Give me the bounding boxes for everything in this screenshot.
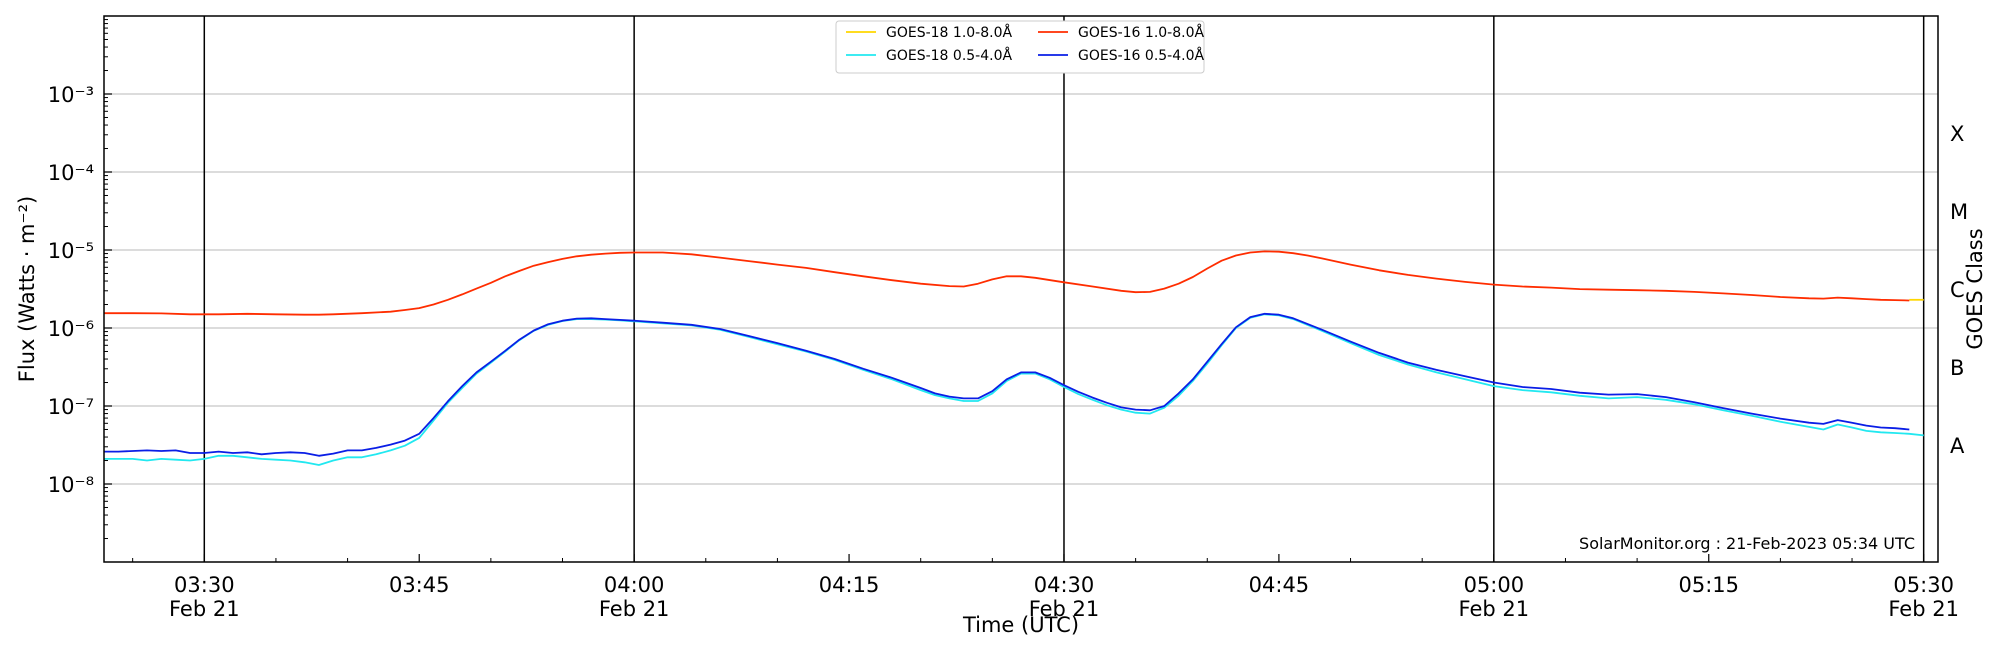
legend-label: GOES-18 0.5-4.0Å: [886, 47, 1012, 64]
y-tick-label: 10⁻⁶: [48, 317, 94, 341]
x-tick-sublabel: Feb 21: [599, 597, 670, 621]
x-tick-sublabel: Feb 21: [1459, 597, 1530, 621]
goes-class-label: M: [1950, 200, 1968, 224]
x-tick-label: 04:30: [1034, 573, 1095, 597]
y-tick-label: 10⁻³: [48, 83, 94, 107]
x-tick-sublabel: Feb 21: [1888, 597, 1959, 621]
x-tick-label: 05:30: [1893, 573, 1954, 597]
legend: GOES-18 1.0-8.0Å GOES-18 0.5-4.0Å GOES-16 …: [835, 20, 1205, 74]
x-tick-label: 03:30: [174, 573, 235, 597]
y-axis-title: Flux (Watts · m⁻²): [15, 196, 39, 382]
y-tick-label: 10⁻⁵: [48, 239, 94, 263]
series-line-2: [104, 250, 1910, 316]
legend-label: GOES-16 1.0-8.0Å: [1078, 24, 1204, 41]
goes-class-axis: A B C M X: [1950, 122, 1968, 458]
legend-label: GOES-16 0.5-4.0Å: [1078, 47, 1204, 64]
goes-class-label: C: [1950, 278, 1965, 302]
y-axis: 10⁻⁸ 10⁻⁷ 10⁻⁶ 10⁻⁵ 10⁻⁴ 10⁻³: [48, 19, 112, 540]
x-tick-sublabel: Feb 21: [169, 597, 240, 621]
x-tick-label: 05:15: [1678, 573, 1739, 597]
y-tick-label: 10⁻⁴: [48, 161, 94, 185]
series-line-3: [104, 312, 1910, 457]
watermark: SolarMonitor.org : 21-Feb-2023 05:34 UTC: [1579, 534, 1915, 553]
x-tick-label: 04:15: [819, 573, 880, 597]
x-tick-label: 04:45: [1249, 573, 1310, 597]
x-tick-label: 04:00: [604, 573, 665, 597]
goes-class-label: X: [1950, 122, 1964, 146]
legend-label: GOES-18 1.0-8.0Å: [886, 24, 1012, 41]
x-tick-label: 05:00: [1464, 573, 1525, 597]
goes-class-label: A: [1950, 434, 1965, 458]
goes-class-title: GOES Class: [1963, 228, 1987, 349]
x-axis-title: Time (UTC): [962, 613, 1079, 637]
y-tick-label: 10⁻⁸: [48, 473, 94, 497]
grid-lines: [104, 93, 1938, 485]
major-time-lines: [203, 16, 1925, 562]
x-tick-label: 03:45: [389, 573, 450, 597]
legend-box: [835, 20, 1205, 74]
x-tick-sublabel: Feb 21: [1029, 597, 1100, 621]
plot-frame: [103, 15, 1939, 563]
series-lines: [104, 250, 1924, 466]
goes-class-label: B: [1950, 356, 1964, 380]
series-line-1: [104, 313, 1924, 466]
y-tick-label: 10⁻⁷: [48, 395, 94, 419]
